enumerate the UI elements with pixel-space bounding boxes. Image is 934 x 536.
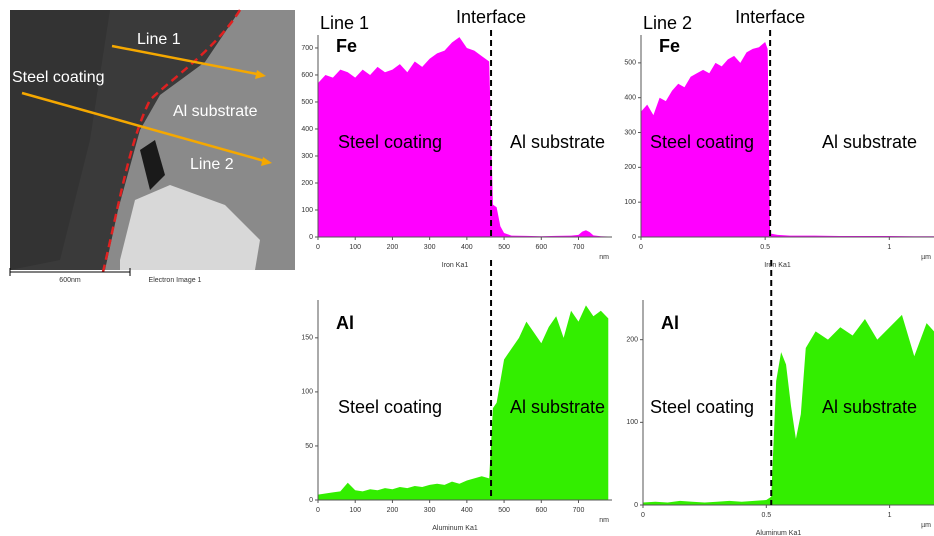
x-tick-label: 400 — [461, 507, 473, 514]
x-tick-label: 700 — [573, 244, 585, 251]
x-tick-label: 0.5 — [760, 244, 770, 251]
region-label: Al substrate — [822, 132, 917, 152]
y-tick-label: 100 — [301, 207, 313, 214]
image-caption: Electron Image 1 — [149, 277, 202, 284]
x-tick-label: 200 — [387, 507, 399, 514]
x-tick-label: 0.5 — [761, 512, 771, 519]
x-tick-label: 700 — [573, 507, 585, 514]
region-label: Al substrate — [510, 132, 605, 152]
scale-label: 600nm — [59, 277, 81, 284]
region-label: Al substrate — [822, 397, 917, 417]
x-axis-label: nm — [599, 254, 609, 261]
y-tick-label: 700 — [301, 45, 313, 52]
page: {"micrograph": {"line1": "Line 1", "stee… — [0, 0, 934, 536]
line2-label: Line 2 — [190, 156, 234, 173]
x-tick-label: 200 — [387, 244, 399, 251]
x-caption: Aluminum Ka1 — [432, 525, 478, 532]
series-label: Fe — [659, 36, 680, 56]
figure: Line 1 Steel coating Al substrate Line 2… — [0, 0, 934, 536]
x-tick-label: 500 — [498, 507, 510, 514]
x-tick-label: 100 — [349, 244, 361, 251]
y-tick-label: 500 — [624, 60, 636, 67]
line-label: Line 1 — [320, 13, 369, 33]
y-tick-label: 0 — [309, 234, 313, 241]
y-tick-label: 500 — [301, 99, 313, 106]
y-tick-label: 100 — [626, 419, 638, 426]
x-caption: Iron Ka1 — [764, 262, 791, 269]
y-tick-label: 300 — [624, 129, 636, 136]
region-label: Steel coating — [650, 397, 754, 417]
y-tick-label: 400 — [301, 126, 313, 133]
y-tick-label: 100 — [301, 389, 313, 396]
series-label: Al — [661, 313, 679, 333]
y-tick-label: 400 — [624, 95, 636, 102]
y-tick-label: 50 — [305, 443, 313, 450]
micrograph: Line 1 Steel coating Al substrate Line 2… — [10, 10, 295, 284]
x-tick-label: 300 — [424, 244, 436, 251]
line-label: Line 2 — [643, 13, 692, 33]
region-label: Al substrate — [510, 397, 605, 417]
y-tick-label: 0 — [632, 234, 636, 241]
region-label: Steel coating — [338, 397, 442, 417]
x-tick-label: 100 — [349, 507, 361, 514]
region-label: Steel coating — [338, 132, 442, 152]
al-label: Al substrate — [173, 103, 258, 120]
y-tick-label: 150 — [301, 335, 313, 342]
y-tick-label: 0 — [634, 502, 638, 509]
series-label: Fe — [336, 36, 357, 56]
x-caption: Iron Ka1 — [442, 262, 469, 269]
x-tick-label: 400 — [461, 244, 473, 251]
x-tick-label: 0 — [641, 512, 645, 519]
x-tick-label: 0 — [316, 507, 320, 514]
y-tick-label: 200 — [624, 164, 636, 171]
x-axis-label: µm — [921, 254, 931, 261]
series-label: Al — [336, 313, 354, 333]
y-tick-label: 300 — [301, 153, 313, 160]
x-axis-label: nm — [599, 517, 609, 524]
x-tick-label: 600 — [535, 244, 547, 251]
y-tick-label: 600 — [301, 72, 313, 79]
interface-label: Interface — [735, 7, 805, 27]
x-tick-label: 0 — [639, 244, 643, 251]
y-tick-label: 200 — [301, 180, 313, 187]
line1-label: Line 1 — [137, 31, 181, 48]
y-tick-label: 0 — [309, 497, 313, 504]
x-tick-label: 500 — [498, 244, 510, 251]
x-tick-label: 600 — [535, 507, 547, 514]
x-tick-label: 300 — [424, 507, 436, 514]
x-tick-label: 1 — [888, 512, 892, 519]
x-caption: Aluminum Ka1 — [756, 530, 802, 536]
interface-label: Interface — [456, 7, 526, 27]
y-tick-label: 100 — [624, 199, 636, 206]
x-tick-label: 0 — [316, 244, 320, 251]
region-label: Steel coating — [650, 132, 754, 152]
x-tick-label: 1 — [887, 244, 891, 251]
steel-label: Steel coating — [12, 69, 105, 86]
y-tick-label: 200 — [626, 337, 638, 344]
x-axis-label: µm — [921, 522, 931, 529]
